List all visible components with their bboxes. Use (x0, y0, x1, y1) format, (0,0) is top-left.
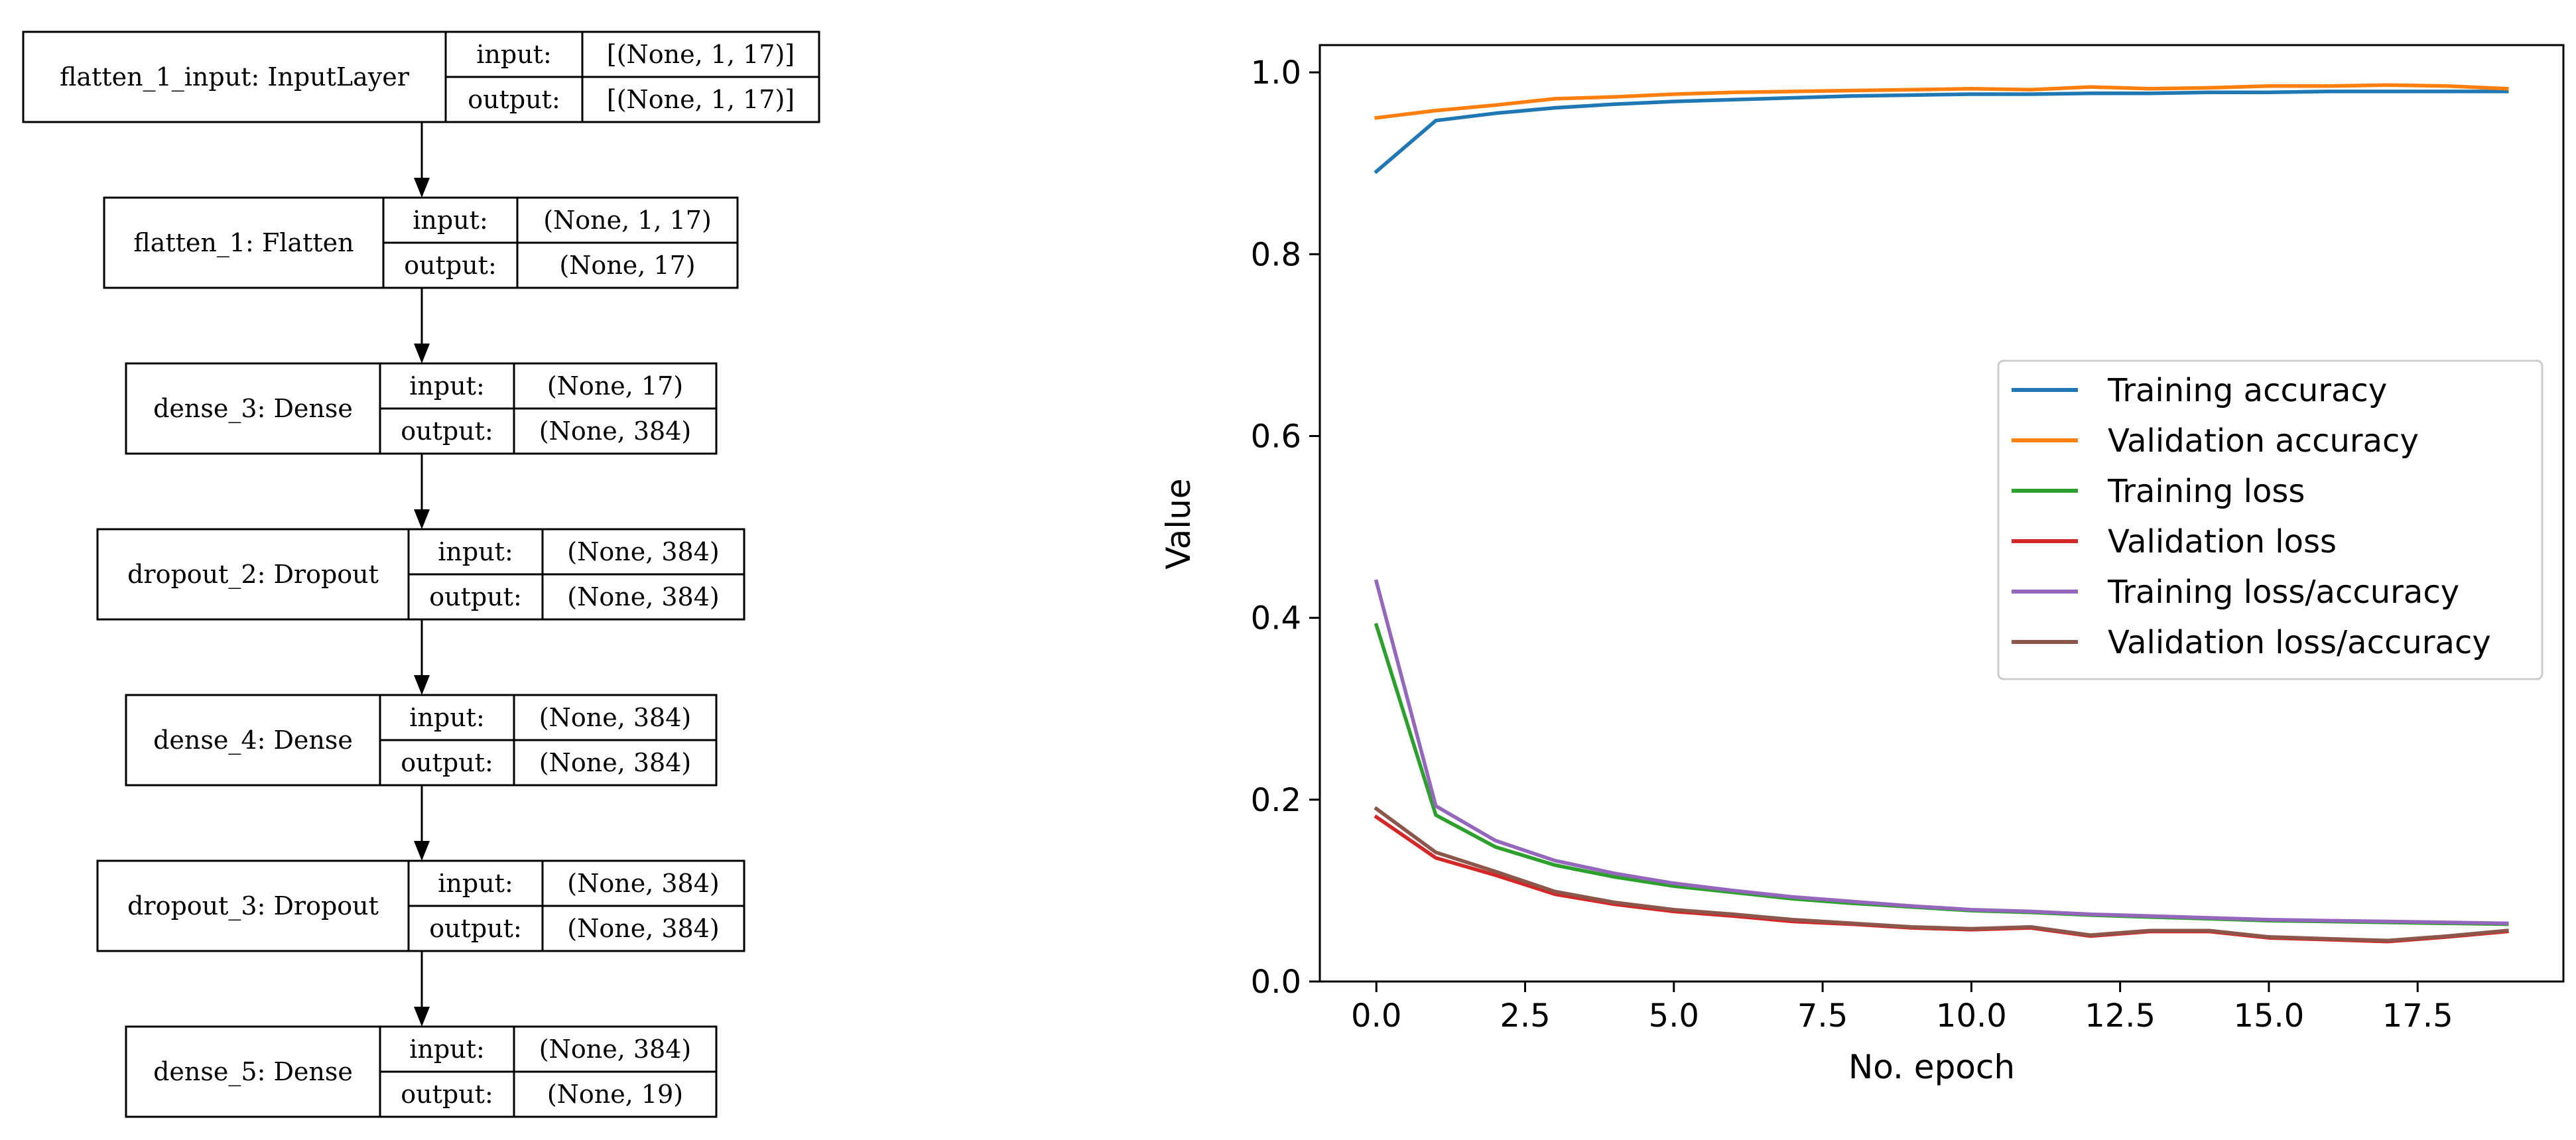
connector-arrowhead (414, 178, 430, 198)
x-tick-label: 12.5 (2085, 997, 2156, 1035)
layer-node: dense_3: Dense input: output: (None, 17) (No… (125, 362, 718, 455)
layer-node: dense_4: Dense input: output: (None, 384) (N… (125, 694, 718, 787)
series-line (1374, 579, 2509, 926)
series-line (1374, 806, 2509, 943)
training-history-chart: 0.0 2.5 5.0 7.5 10.0 12.5 15.0 17.5 0.0 0.2 0.4 0.6… (1159, 44, 2565, 1086)
output-label: output: (429, 914, 522, 943)
output-shape: (None, 384) (539, 416, 691, 446)
legend-label: Training accuracy (2107, 372, 2387, 409)
layer-name: flatten_1: Flatten (133, 228, 354, 258)
output-shape: (None, 17) (559, 251, 695, 280)
layer-name: dense_3: Dense (153, 394, 353, 424)
layer-name: dense_4: Dense (153, 726, 353, 755)
output-shape: (None, 384) (567, 582, 719, 611)
y-tick-label: 0.0 (1251, 964, 1301, 1001)
output-label: output: (401, 1080, 493, 1109)
x-tick-label: 5.0 (1649, 997, 1699, 1035)
y-tick-label: 0.8 (1251, 236, 1301, 273)
legend-label: Validation accuracy (2108, 422, 2419, 460)
input-label: input: (409, 371, 485, 401)
y-tick-label: 0.2 (1251, 782, 1301, 819)
input-shape: (None, 384) (567, 537, 719, 566)
connector-arrowhead (414, 509, 430, 529)
output-shape: (None, 19) (547, 1080, 683, 1109)
legend-label: Validation loss (2108, 523, 2337, 560)
input-label: input: (438, 537, 513, 566)
y-axis-label: Value (1159, 478, 1198, 569)
x-tick-label: 17.5 (2382, 997, 2453, 1035)
x-tick-label: 7.5 (1797, 997, 1848, 1035)
y-tick-label: 1.0 (1251, 54, 1301, 92)
output-label: output: (404, 251, 497, 280)
output-shape: [(None, 1, 17)] (607, 85, 795, 114)
layer-name: dense_5: Dense (153, 1057, 353, 1087)
y-tick-label: 0.6 (1251, 418, 1301, 455)
output-label: output: (401, 748, 493, 777)
connector-arrowhead (414, 675, 430, 695)
input-label: input: (409, 1035, 485, 1064)
output-shape: (None, 384) (539, 748, 691, 777)
output-label: output: (429, 582, 522, 611)
layer-node: dense_5: Dense input: output: (None, 384) (N… (125, 1025, 718, 1118)
layer-name: dropout_2: Dropout (127, 560, 379, 590)
series-line (1374, 90, 2509, 174)
input-shape: (None, 384) (567, 869, 719, 898)
layer-name: dropout_3: Dropout (127, 891, 379, 921)
input-shape: [(None, 1, 17)] (607, 40, 795, 69)
legend-box (1997, 359, 2544, 680)
connector-arrowhead (414, 344, 430, 363)
input-shape: (None, 384) (539, 1035, 691, 1064)
connector-arrowhead (414, 841, 430, 861)
input-label: input: (409, 703, 485, 732)
legend-label: Validation loss/accuracy (2108, 624, 2491, 661)
connector-arrowhead (414, 1007, 430, 1027)
legend-label: Training loss/accuracy (2107, 574, 2459, 611)
layer-node: flatten_1_input: InputLayer input: output:… (22, 31, 820, 123)
input-shape: (None, 384) (539, 703, 691, 732)
x-tick-label: 0.0 (1351, 997, 1401, 1035)
legend-label: Training loss (2107, 473, 2305, 510)
layer-node: dropout_3: Dropout input: output: (None, 38… (96, 859, 745, 952)
x-tick-label: 10.0 (1936, 997, 2007, 1035)
output-label: output: (401, 416, 493, 446)
output-shape: (None, 384) (567, 914, 719, 943)
layer-name: flatten_1_input: InputLayer (60, 62, 410, 92)
legend: Training accuracy Validation accuracy Trai… (1997, 359, 2544, 680)
x-axis-label: No. epoch (1848, 1048, 2015, 1086)
input-shape: (None, 17) (547, 371, 683, 401)
series-line (1374, 83, 2509, 120)
input-label: input: (438, 869, 513, 898)
x-tick-label: 2.5 (1500, 997, 1550, 1035)
output-label: output: (468, 85, 560, 114)
input-label: input: (476, 40, 552, 69)
layer-node: dropout_2: Dropout input: output: (None, 38… (96, 528, 745, 621)
x-tick-label: 15.0 (2233, 997, 2304, 1035)
layer-node: flatten_1: Flatten input: output: (None, 1,… (103, 196, 739, 289)
model-architecture-diagram: flatten_1_input: InputLayer input: output:… (22, 31, 820, 1118)
y-tick-label: 0.4 (1251, 600, 1301, 637)
input-shape: (None, 1, 17) (543, 206, 712, 235)
plot-frame (1319, 44, 2565, 983)
input-label: input: (413, 206, 488, 235)
